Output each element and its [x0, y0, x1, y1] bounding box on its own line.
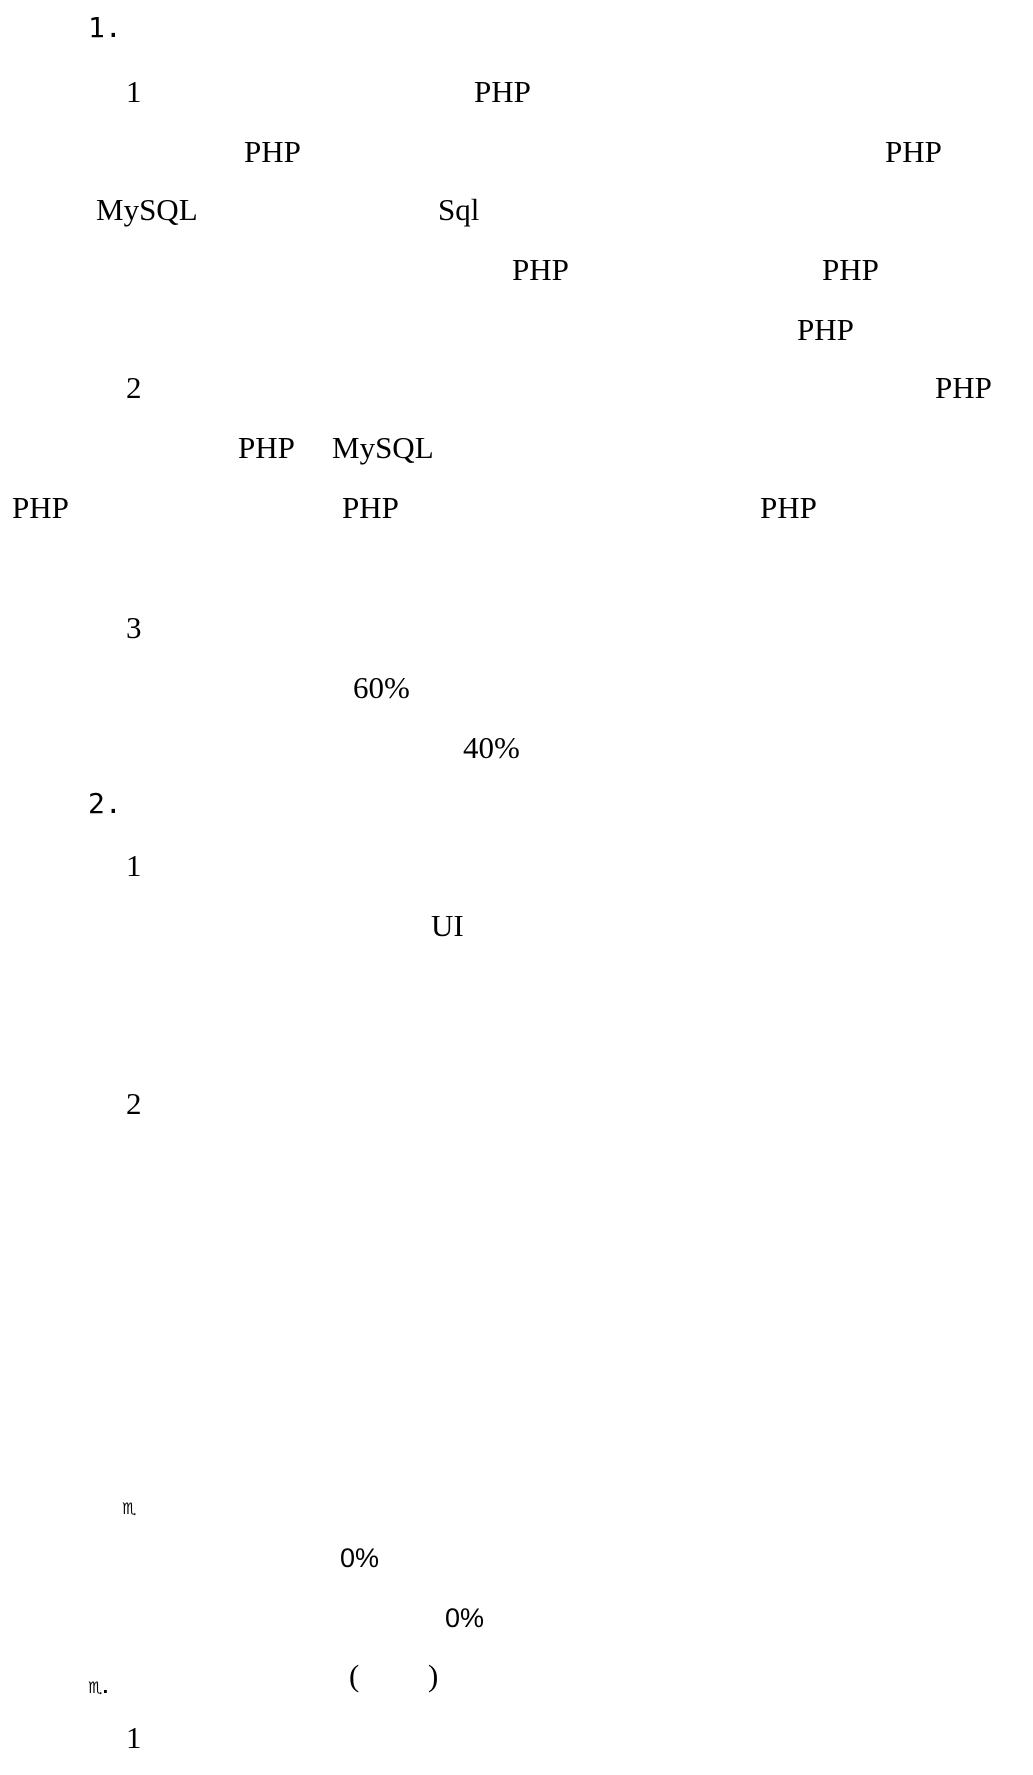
- bullet-glyph: ♏: [122, 1499, 137, 1518]
- percent-value: 60%: [353, 670, 410, 705]
- item-number: 2: [126, 370, 142, 405]
- php-term: PHP: [885, 134, 942, 169]
- bullet-glyph: ♏.: [88, 1678, 109, 1697]
- item-number: 1: [126, 848, 142, 883]
- percent-value: 0%: [340, 1543, 380, 1573]
- php-term: PHP: [342, 490, 399, 525]
- php-term: PHP: [797, 312, 854, 347]
- item-number: 1: [126, 74, 142, 109]
- php-term: PHP: [935, 370, 992, 405]
- percent-value: 0%: [445, 1603, 485, 1633]
- mysql-term: MySQL: [96, 192, 198, 227]
- php-term: PHP: [760, 490, 817, 525]
- sql-term: Sql: [438, 192, 480, 227]
- php-term: PHP: [512, 252, 569, 287]
- ui-term: UI: [431, 908, 464, 943]
- percent-value: 40%: [463, 730, 520, 765]
- section-heading-1: 1.: [88, 11, 122, 44]
- mysql-term: MySQL: [332, 430, 434, 465]
- php-term: PHP: [244, 134, 301, 169]
- item-number: 3: [126, 610, 142, 645]
- php-term: PHP: [474, 74, 531, 109]
- php-term: PHP: [12, 490, 69, 525]
- item-number: 1: [126, 1720, 142, 1755]
- close-paren: ): [428, 1658, 439, 1693]
- open-paren: (: [349, 1658, 360, 1693]
- item-number: 2: [126, 1086, 142, 1121]
- php-term: PHP: [238, 430, 295, 465]
- section-heading-2: 2.: [88, 787, 122, 820]
- php-term: PHP: [822, 252, 879, 287]
